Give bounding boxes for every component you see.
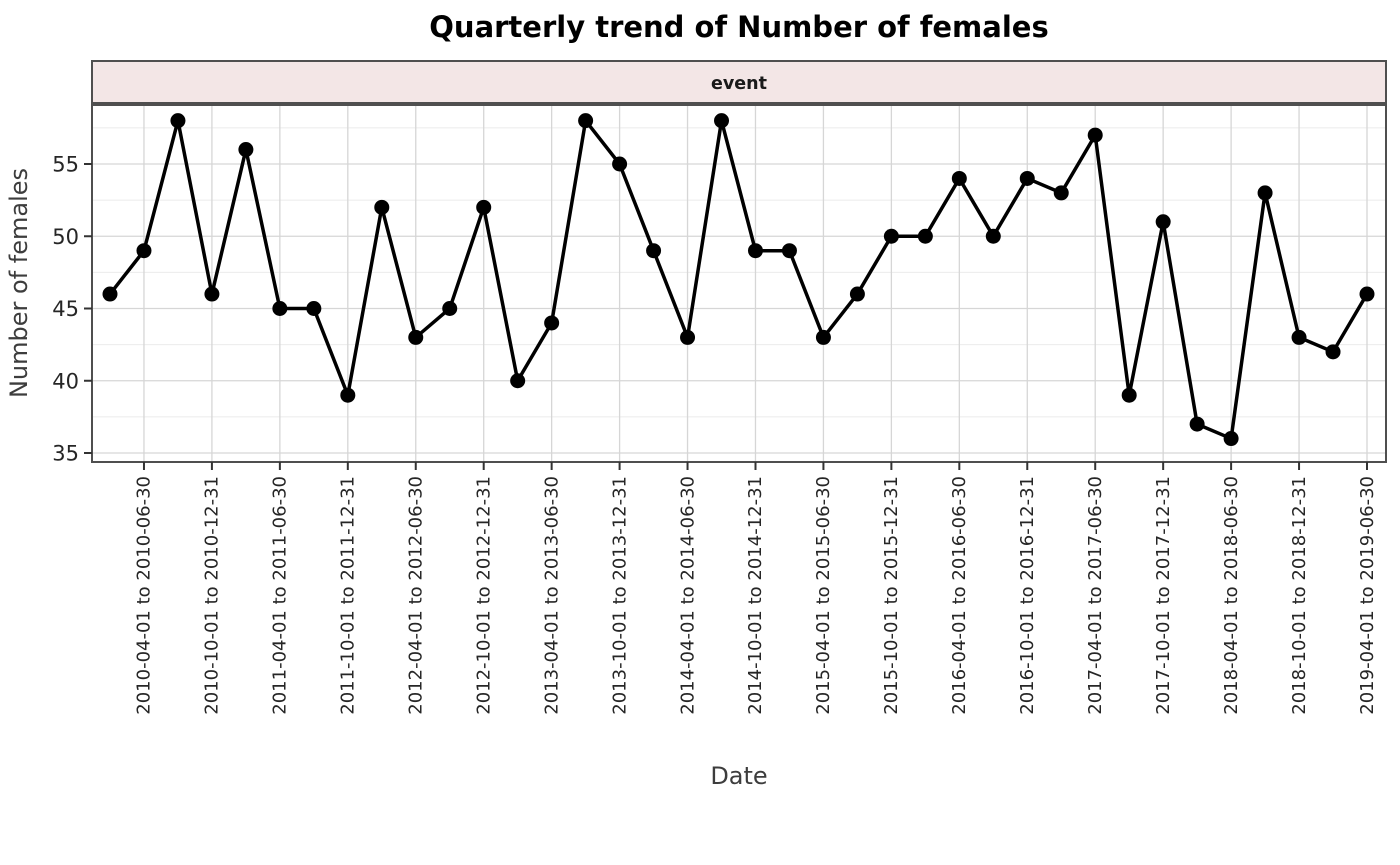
data-point xyxy=(238,142,254,158)
x-tick-label: 2012-04-01 to 2012-06-30 xyxy=(406,476,427,715)
x-tick-label: 2011-04-01 to 2011-06-30 xyxy=(270,476,291,715)
gridlines-minor xyxy=(92,127,1386,418)
x-tick-label: 2015-10-01 to 2015-12-31 xyxy=(881,476,902,715)
x-tick-label: 2017-04-01 to 2017-06-30 xyxy=(1085,476,1106,715)
x-tick-label: 2019-04-01 to 2019-06-30 xyxy=(1357,476,1378,715)
data-point xyxy=(1359,286,1375,302)
data-point xyxy=(612,156,628,172)
data-point xyxy=(170,113,186,129)
x-axis: 2010-04-01 to 2010-06-30 2010-10-01 to 20… xyxy=(134,462,1378,790)
x-tick-label: 2016-04-01 to 2016-06-30 xyxy=(949,476,970,715)
data-point xyxy=(1053,185,1069,201)
x-tick-label: 2010-04-01 to 2010-06-30 xyxy=(134,476,155,715)
data-point xyxy=(272,301,288,316)
data-point xyxy=(883,228,899,244)
data-point xyxy=(714,113,730,129)
x-tick-label: 2014-10-01 to 2014-12-31 xyxy=(745,476,766,715)
y-axis-title: Number of females xyxy=(5,168,33,398)
data-point xyxy=(578,113,594,129)
x-tick-label: 2011-10-01 to 2011-12-31 xyxy=(338,476,359,715)
y-tick-label: 55 xyxy=(52,153,79,177)
gridlines-major xyxy=(92,105,1386,462)
y-tick-label: 50 xyxy=(52,225,79,249)
data-point xyxy=(747,243,763,259)
data-point xyxy=(102,286,118,302)
y-tick-labels: 35 40 45 50 55 xyxy=(52,153,79,466)
x-tick-label: 2016-10-01 to 2016-12-31 xyxy=(1017,476,1038,715)
x-tick-label: 2013-10-01 to 2013-12-31 xyxy=(609,476,630,715)
data-point xyxy=(985,228,1001,244)
chart-title: Quarterly trend of Number of females xyxy=(429,10,1048,44)
data-point xyxy=(849,286,865,302)
facet-strip: event xyxy=(91,60,1387,104)
data-point xyxy=(1257,185,1273,201)
data-point xyxy=(917,228,933,244)
x-tick-labels: 2010-04-01 to 2010-06-30 2010-10-01 to 20… xyxy=(134,476,1378,715)
data-point xyxy=(1189,416,1205,432)
facet-strip-box xyxy=(91,60,1387,104)
data-point xyxy=(544,315,560,331)
data-point xyxy=(476,199,492,215)
data-point xyxy=(1155,214,1171,230)
data-point xyxy=(1325,344,1341,360)
data-point xyxy=(340,387,356,403)
y-tick-label: 35 xyxy=(52,442,79,466)
x-tick-label: 2018-04-01 to 2018-06-30 xyxy=(1221,476,1242,715)
y-tick-marks xyxy=(84,163,92,454)
data-point xyxy=(374,199,390,215)
facet-strip-label: event xyxy=(711,74,767,94)
data-point xyxy=(136,243,152,259)
x-tick-label: 2010-10-01 to 2010-12-31 xyxy=(202,476,223,715)
trend-line xyxy=(108,116,1369,442)
data-series xyxy=(102,113,1375,447)
data-point xyxy=(510,373,526,389)
x-tick-label: 2012-10-01 to 2012-12-31 xyxy=(473,476,494,715)
x-axis-title: Date xyxy=(710,762,767,790)
data-point xyxy=(781,243,797,259)
plot-panel xyxy=(91,104,1387,463)
data-point xyxy=(951,170,967,186)
data-point xyxy=(408,329,424,345)
y-tick-label: 40 xyxy=(52,369,79,393)
x-tick-label: 2013-04-01 to 2013-06-30 xyxy=(541,476,562,715)
panel-background xyxy=(92,105,1386,462)
data-point xyxy=(1087,127,1103,143)
x-tick-label: 2014-04-01 to 2014-06-30 xyxy=(677,476,698,715)
data-point xyxy=(646,243,662,259)
x-tick-label: 2015-04-01 to 2015-06-30 xyxy=(813,476,834,715)
x-tick-label: 2018-10-01 to 2018-12-31 xyxy=(1289,476,1310,715)
panel-border xyxy=(91,104,1387,463)
data-point xyxy=(1291,329,1307,345)
data-point xyxy=(442,301,458,316)
x-tick-marks xyxy=(142,462,1368,470)
data-point xyxy=(1223,431,1239,447)
data-point xyxy=(680,329,696,345)
data-point xyxy=(306,301,322,316)
data-point xyxy=(815,329,831,345)
data-point xyxy=(204,286,220,302)
data-point xyxy=(1019,170,1035,186)
y-axis: 35 40 45 50 55 Number of females xyxy=(5,153,92,466)
data-point xyxy=(1121,387,1137,403)
y-tick-label: 45 xyxy=(52,297,79,321)
x-tick-label: 2017-10-01 to 2017-12-31 xyxy=(1153,476,1174,715)
